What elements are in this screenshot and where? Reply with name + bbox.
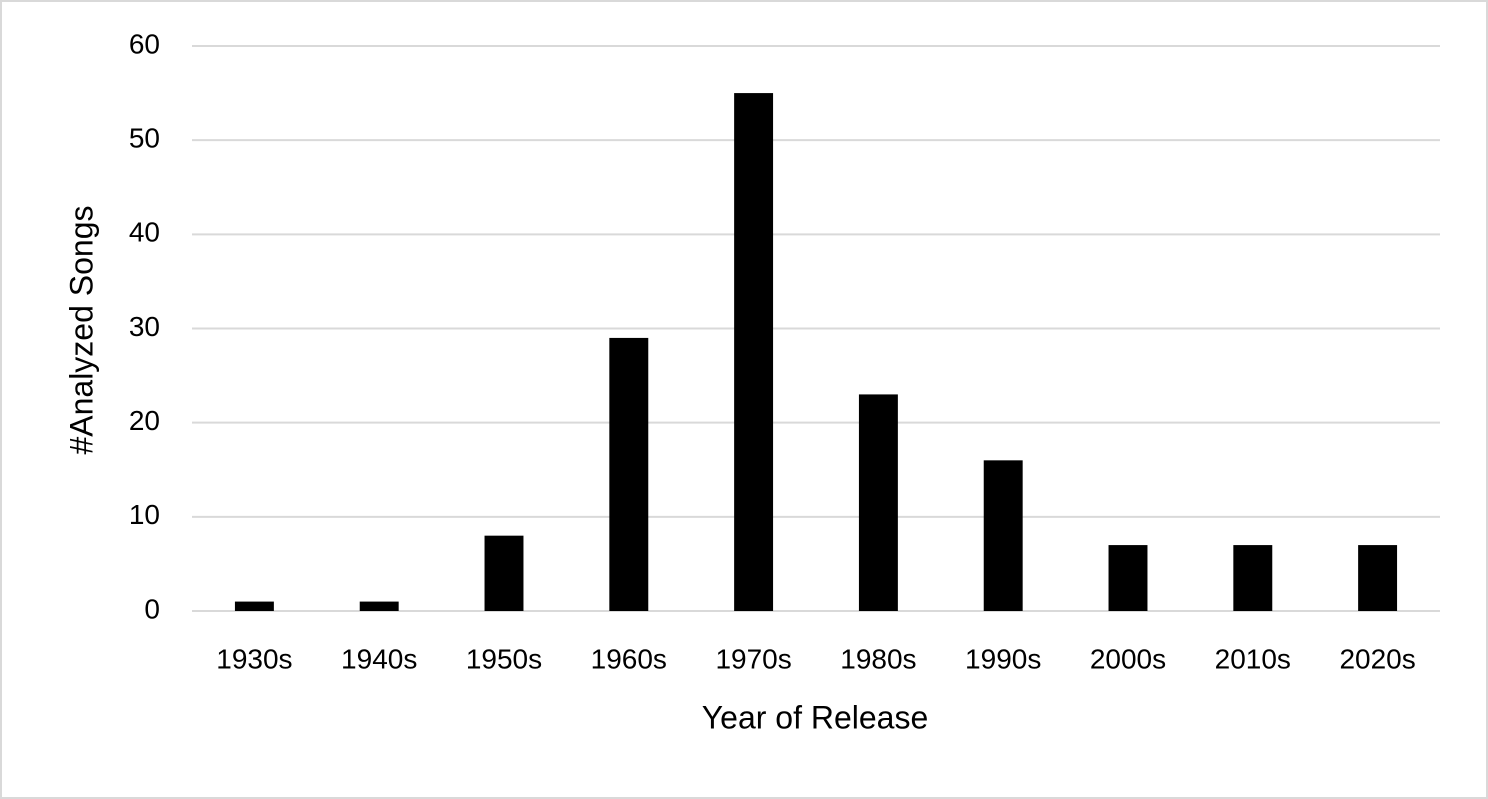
x-tick-label: 1940s: [341, 643, 417, 674]
bar: [359, 601, 399, 611]
bar: [1233, 545, 1273, 611]
bar: [1108, 545, 1148, 611]
x-tick-label: 1980s: [840, 643, 916, 674]
x-tick-label: 1990s: [965, 643, 1041, 674]
bar: [1358, 545, 1398, 611]
x-tick-label: 2020s: [1339, 643, 1415, 674]
x-tick-label: 1960s: [591, 643, 667, 674]
x-tick-label: 1950s: [466, 643, 542, 674]
y-tick-label: 20: [129, 405, 160, 436]
y-tick-label: 0: [144, 593, 160, 624]
x-tick-label: 1970s: [715, 643, 791, 674]
x-tick-label: 1930s: [216, 643, 292, 674]
y-axis-title: #Analyzed Songs: [63, 205, 99, 454]
x-axis-title: Year of Release: [702, 699, 929, 735]
bar: [484, 535, 524, 611]
bar: [983, 460, 1023, 611]
y-tick-label: 50: [129, 123, 160, 154]
bar: [734, 93, 774, 612]
bar: [858, 394, 898, 611]
x-tick-label: 2000s: [1090, 643, 1166, 674]
x-tick-label: 2010s: [1215, 643, 1291, 674]
y-tick-label: 10: [129, 499, 160, 530]
bar: [234, 601, 274, 611]
y-tick-label: 60: [129, 28, 160, 59]
y-tick-label: 30: [129, 311, 160, 342]
bar: [609, 337, 649, 611]
y-tick-label: 40: [129, 217, 160, 248]
